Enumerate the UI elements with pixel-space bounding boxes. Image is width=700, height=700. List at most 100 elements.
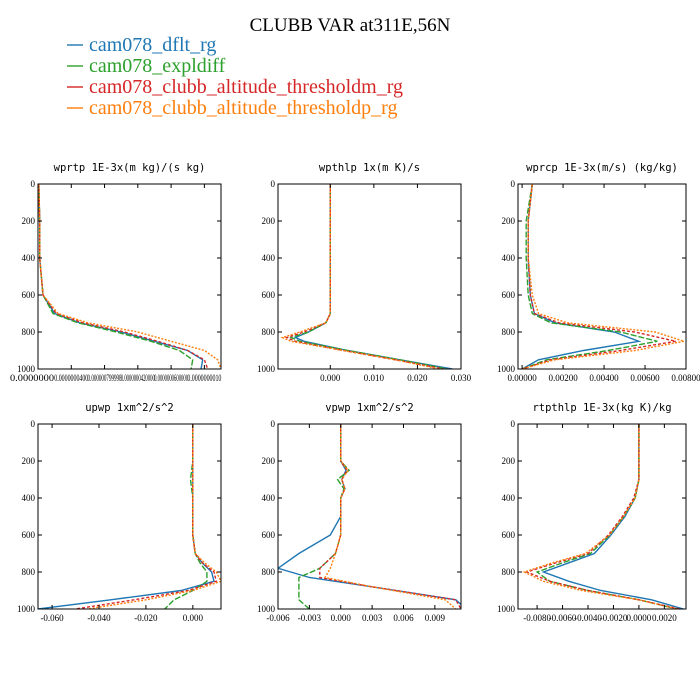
- panel-3-ytick-label-1: 200: [502, 216, 516, 226]
- panel-5-title: vpwp 1xm^2/s^2: [325, 402, 414, 414]
- panel-6-series-4: [522, 424, 678, 609]
- panel-6-ytick-label-5: 1000: [497, 604, 516, 614]
- panel-2-series-3: [284, 184, 444, 369]
- panel-4-ytick-label-3: 600: [22, 530, 36, 540]
- panel-1-ytick-label-5: 1000: [17, 364, 36, 374]
- panel-6-series-1: [541, 424, 684, 609]
- panel-1-xtick-label-3: 0.0000000420000: [121, 373, 155, 383]
- panel-1-ytick-label-4: 800: [22, 327, 36, 337]
- panel-2-ytick-label-5: 1000: [257, 364, 276, 374]
- panel-6-xtick-label-0: -0.0080: [523, 613, 551, 623]
- panel-3: wprcp 1E-3x(m/s) (kg/kg) 0 200 400 600 800 100…: [497, 162, 700, 383]
- figure-title: CLUBB VAR at311E,56N: [250, 15, 451, 36]
- panel-6-ytick-label-2: 400: [502, 493, 516, 503]
- panel-3-title: wprcp 1E-3x(m/s) (kg/kg): [526, 162, 678, 174]
- panel-3-xtick-label-3: 0.00600: [630, 373, 660, 383]
- panel-5-xtick-label-5: 0.009: [425, 613, 446, 623]
- panel-1-series-3: [38, 184, 209, 369]
- panel-4-series-1: [38, 424, 215, 609]
- panel-3-ytick-label-5: 1000: [497, 364, 516, 374]
- legend-label-1: cam078_dflt_rg: [89, 34, 216, 56]
- panel-1-frame: [37, 183, 222, 370]
- panel-5-ytick-label-1: 200: [262, 456, 276, 466]
- panel-5-xtick-label-1: -0.003: [298, 613, 322, 623]
- panel-4-series-3: [75, 424, 218, 609]
- panel-1-xtick-label-0: 0.0000000: [10, 373, 55, 383]
- panel-3-ytick-label-2: 400: [502, 253, 516, 263]
- panel-3-ytick-label-0: 0: [511, 179, 516, 189]
- legend-label-3: cam078_clubb_altitude_thresholdm_rg: [89, 76, 403, 98]
- panel-6-ytick-label-1: 200: [502, 456, 516, 466]
- panel-3-ytick-label-4: 800: [502, 327, 516, 337]
- panel-5-series-1: [278, 424, 461, 606]
- panel-6-xtick-label-1: -0.0060: [549, 613, 577, 623]
- panel-1-xtick-label-1: 0.0000000400: [54, 373, 88, 383]
- panel-6-ytick-label-3: 600: [502, 530, 516, 540]
- panel-2-xtick-label-2: 0.020: [407, 373, 428, 383]
- panel-5-series-4: [324, 424, 457, 609]
- panel-3-xtick-label-0: 0.00000: [507, 373, 537, 383]
- panel-5: vpwp 1xm^2/s^2 0 200 400 600 800 1000-0.006 -0.…: [257, 402, 462, 623]
- panel-2-xtick-label-1: 0.010: [364, 373, 385, 383]
- panel-1-xtick-label-4: 0.0000000600000: [154, 373, 188, 383]
- panel-6-series-3: [524, 424, 680, 609]
- panel-1-series-4: [38, 184, 221, 369]
- panel-5-xtick-label-3: 0.003: [362, 613, 383, 623]
- legend-label-2: cam078_expldiff: [89, 55, 226, 77]
- panel-5-ytick-label-5: 1000: [257, 604, 276, 614]
- panel-4-xtick-label-2: -0.020: [134, 613, 158, 623]
- panel-2-ytick-label-3: 600: [262, 290, 276, 300]
- panel-2: wpthlp 1x(m K)/s 0 200 400 600 800 1000 0.000 0.…: [257, 162, 472, 383]
- panel-6-frame: [517, 423, 687, 610]
- panel-6-title: rtpthlp 1E-3x(kg K)/kg: [532, 402, 671, 414]
- panel-4-xtick-label-3: 0.000: [183, 613, 204, 623]
- panel-3-series-3: [521, 184, 676, 369]
- panel-5-ytick-label-2: 400: [262, 493, 276, 503]
- panel-3-series-1: [521, 184, 642, 369]
- panel-6: rtpthlp 1E-3x(kg K)/kg02004006008001000-…: [497, 402, 687, 623]
- panel-5-ytick-label-3: 600: [262, 530, 276, 540]
- panel-5-xtick-label-2: 0.000: [331, 613, 352, 623]
- panel-2-frame: [277, 183, 462, 370]
- panel-4-series-2: [164, 424, 208, 609]
- panel-6-xtick-label-5: 0.0020: [652, 613, 677, 623]
- panel-6-xtick-label-2: -0.0040: [574, 613, 602, 623]
- panel-2-xtick-label-3: 0.030: [451, 373, 472, 383]
- panel-5-frame: [277, 423, 462, 610]
- panel-6-xtick-label-4: 0.0000: [627, 613, 652, 623]
- panel-1-ytick-label-3: 600: [22, 290, 36, 300]
- panel-3-xtick-label-4: 0.00800: [671, 373, 700, 383]
- panel-1-series-1: [38, 184, 204, 369]
- panel-1: wprtp 1E-3x(m kg)/(s kg) 0 200 400 600 800 100…: [10, 162, 222, 383]
- panel-4-frame: [37, 423, 222, 610]
- panel-6-ytick-label-0: 0: [511, 419, 516, 429]
- panel-1-ytick-label-0: 0: [31, 179, 36, 189]
- panel-3-frame: [517, 183, 687, 370]
- panel-1-ytick-label-2: 400: [22, 253, 36, 263]
- panel-4-ytick-label-0: 0: [31, 419, 36, 429]
- panel-3-xtick-label-1: 0.00200: [548, 373, 578, 383]
- panel-3-series-2: [521, 184, 658, 369]
- panel-4-ytick-label-2: 400: [22, 493, 36, 503]
- panel-5-series-3: [319, 424, 461, 609]
- panel-4-series-4: [87, 424, 221, 609]
- panel-2-ytick-label-0: 0: [271, 179, 276, 189]
- panel-2-series-4: [280, 184, 440, 369]
- panel-1-title: wprtp 1E-3x(m kg)/(s kg): [54, 162, 206, 174]
- panel-3-xtick-label-2: 0.00400: [589, 373, 619, 383]
- panel-2-ytick-label-4: 800: [262, 327, 276, 337]
- panel-6-ytick-label-4: 800: [502, 567, 516, 577]
- panel-4: upwp 1xm^2/s^2 0 200 400 600 800 1000 -0.060 -0.…: [17, 402, 222, 623]
- panel-4-title: upwp 1xm^2/s^2: [85, 402, 174, 414]
- panel-2-title: wpthlp 1x(m K)/s: [319, 162, 420, 174]
- panel-6-xtick-label-3: -0.0020: [600, 613, 628, 623]
- panel-5-ytick-label-4: 800: [262, 567, 276, 577]
- panel-5-xtick-label-4: 0.006: [393, 613, 414, 623]
- panel-3-series-4: [521, 184, 685, 369]
- panel-6-series-2: [535, 424, 678, 609]
- panel-1-xtick-label-2: 0.000000799998: [88, 373, 122, 383]
- panel-4-ytick-label-5: 1000: [17, 604, 36, 614]
- panel-2-series-2: [289, 184, 449, 369]
- panel-5-xtick-label-0: -0.006: [266, 613, 290, 623]
